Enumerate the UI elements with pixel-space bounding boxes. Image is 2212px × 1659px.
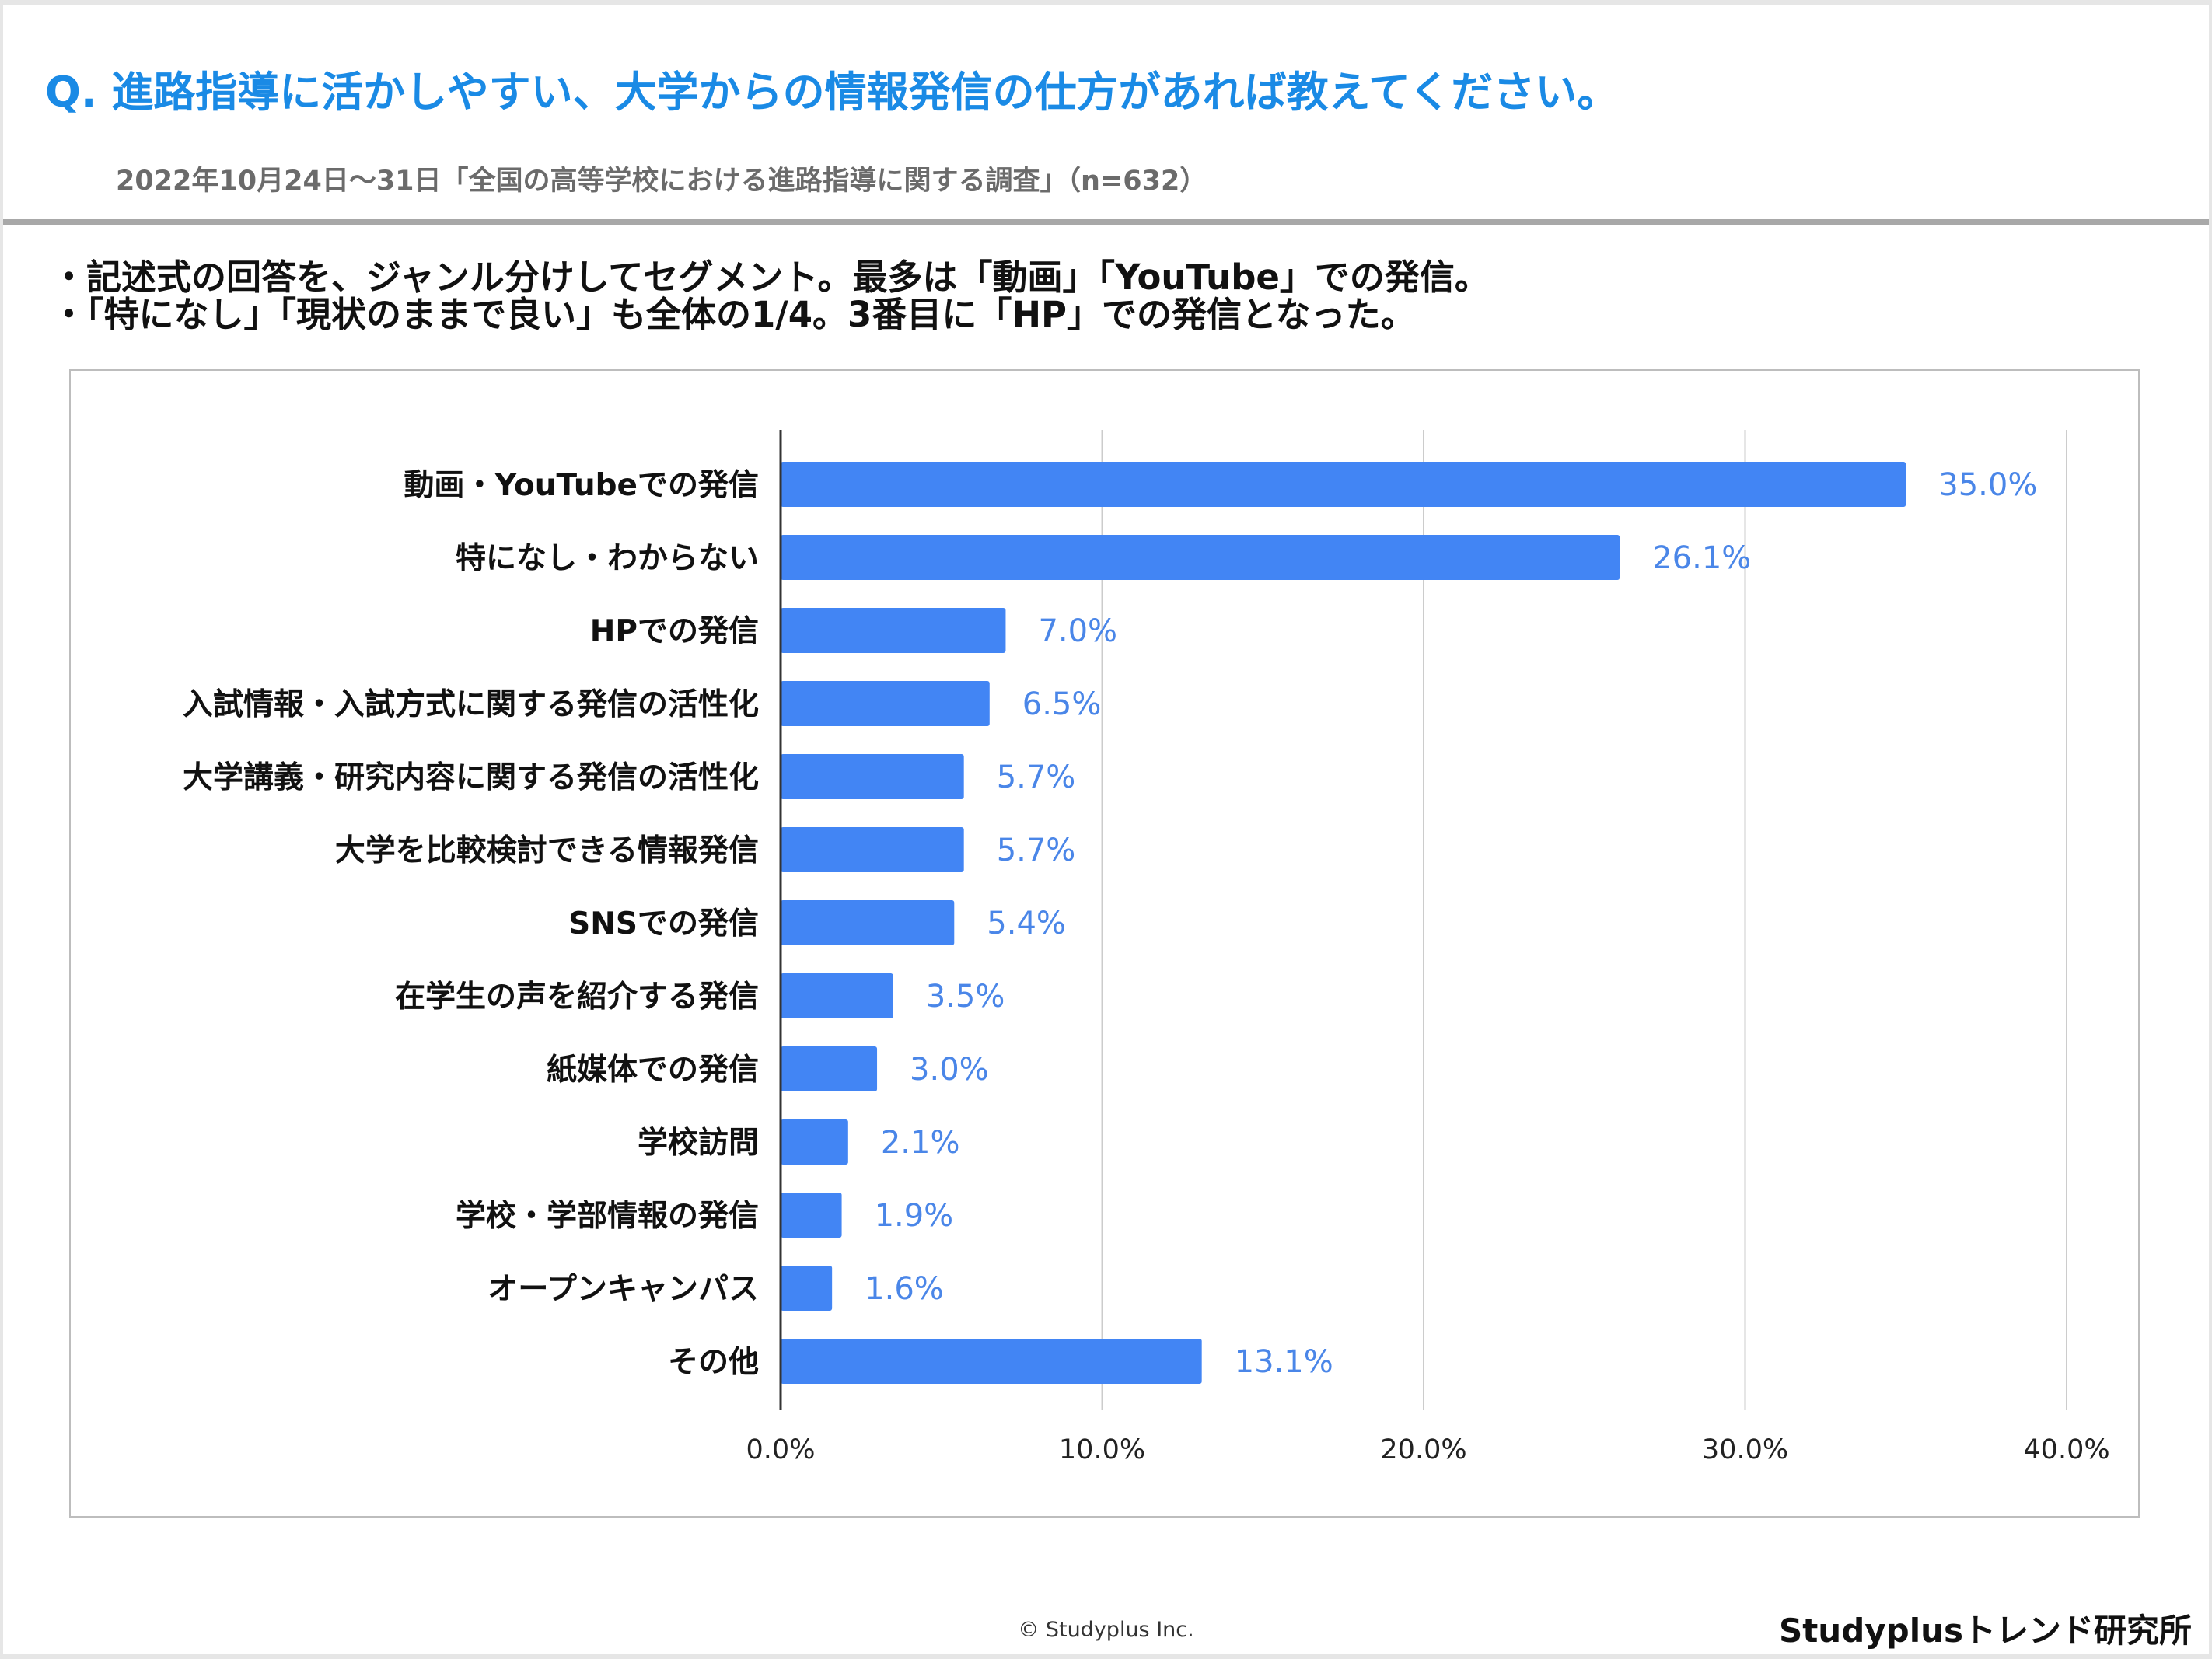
chart-frame: 0.0% 10.0% 20.0% 30.0% 40.0% 動画・YouTubeでの発信 35… bbox=[69, 369, 2140, 1518]
category-label: 学校訪問 bbox=[638, 1126, 759, 1161]
category-label: 在学生の声を紹介する発信 bbox=[395, 980, 759, 1015]
question-title: Q. 進路指導に活かしやすい、大学からの情報発信の仕方があれば教えてください。 bbox=[45, 68, 1620, 117]
bar bbox=[781, 681, 990, 726]
category-label: SNSでの発信 bbox=[568, 906, 759, 941]
value-label: 35.0% bbox=[1938, 467, 2037, 503]
bar bbox=[781, 1339, 1202, 1384]
value-label: 3.0% bbox=[910, 1052, 989, 1088]
x-tick-label: 40.0% bbox=[2023, 1434, 2109, 1465]
bar-chart: 0.0% 10.0% 20.0% 30.0% 40.0% 動画・YouTubeでの発信 35… bbox=[183, 430, 2110, 1465]
category-label: オープンキャンパス bbox=[487, 1272, 759, 1307]
bar bbox=[781, 973, 893, 1018]
value-label: 5.7% bbox=[997, 833, 1076, 868]
value-label: 26.1% bbox=[1652, 540, 1751, 576]
value-label: 5.7% bbox=[997, 760, 1076, 795]
bar bbox=[781, 900, 955, 945]
bar bbox=[781, 535, 1620, 580]
bar bbox=[781, 754, 964, 799]
category-label: 特になし・わからない bbox=[456, 541, 759, 576]
bar bbox=[781, 1119, 848, 1165]
bar bbox=[781, 462, 1906, 507]
brand-logo-text: Studyplusトレンド研究所 bbox=[1778, 1612, 2192, 1650]
category-label: 紙媒体での発信 bbox=[547, 1053, 759, 1088]
value-label: 5.4% bbox=[987, 906, 1066, 941]
bar bbox=[781, 1266, 833, 1311]
value-label: 3.5% bbox=[926, 979, 1005, 1015]
value-label: 7.0% bbox=[1038, 613, 1117, 649]
bar bbox=[781, 827, 964, 872]
x-tick-label: 20.0% bbox=[1380, 1434, 1466, 1465]
category-label: 入試情報・入試方式に関する発信の活性化 bbox=[183, 687, 759, 722]
x-tick-label: 0.0% bbox=[746, 1434, 816, 1465]
category-label: 大学を比較検討できる情報発信 bbox=[335, 833, 759, 868]
bullet-point: ・「特になし」「現状のままで良い」も全体の1/4。3番目に「HP」での発信となっ… bbox=[51, 294, 1416, 335]
divider bbox=[3, 219, 2209, 225]
value-label: 1.9% bbox=[875, 1198, 954, 1234]
value-label: 2.1% bbox=[881, 1125, 960, 1161]
category-label: その他 bbox=[668, 1345, 759, 1380]
category-label: 大学講義・研究内容に関する発信の活性化 bbox=[183, 760, 759, 795]
copyright: © Studyplus Inc. bbox=[1018, 1618, 1194, 1642]
slide: Q. 進路指導に活かしやすい、大学からの情報発信の仕方があれば教えてください。 … bbox=[3, 5, 2209, 1654]
bar bbox=[781, 1193, 842, 1238]
category-label: 動画・YouTubeでの発信 bbox=[404, 468, 759, 503]
survey-subtitle: 2022年10月24日～31日「全国の高等学校における進路指導に関する調査」（n… bbox=[116, 166, 1207, 197]
bullet-point: ・記述式の回答を、ジャンル分けしてセグメント。最多は「動画」「YouTube」で… bbox=[51, 257, 1490, 298]
bar bbox=[781, 608, 1006, 653]
value-label: 6.5% bbox=[1022, 686, 1102, 722]
category-label: 学校・学部情報の発信 bbox=[456, 1199, 759, 1234]
x-tick-label: 10.0% bbox=[1059, 1434, 1145, 1465]
category-label: HPでの発信 bbox=[590, 614, 759, 649]
x-tick-label: 30.0% bbox=[1702, 1434, 1788, 1465]
value-label: 13.1% bbox=[1235, 1344, 1333, 1380]
value-label: 1.6% bbox=[865, 1271, 944, 1307]
bar bbox=[781, 1046, 878, 1091]
